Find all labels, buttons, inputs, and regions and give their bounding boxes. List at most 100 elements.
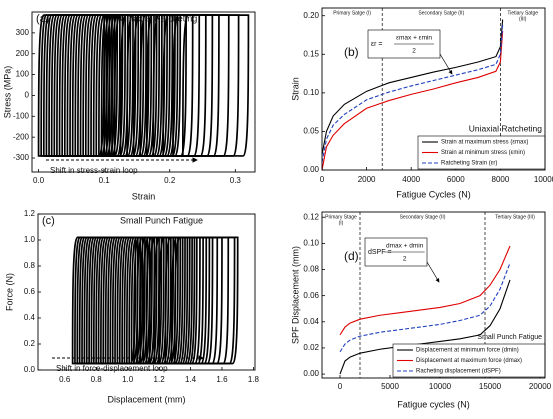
y-tick-label: 0.8 bbox=[24, 261, 36, 270]
legend-label: Racheting displacement (dSPF) bbox=[416, 369, 501, 375]
plot-frame bbox=[31, 11, 256, 173]
note: Small Punch Fatigue bbox=[477, 334, 542, 341]
panel-label: (b) bbox=[344, 45, 359, 59]
note: Uniaxial Ratcheting bbox=[469, 123, 543, 133]
x-tick-label: 0.8 bbox=[91, 375, 103, 384]
formula-lhs: εr = bbox=[371, 41, 382, 48]
stage-label: Tietiary Satge bbox=[507, 10, 538, 16]
annotation: Shift in stress-strain loop bbox=[50, 166, 138, 175]
y-tick-label: 0.06 bbox=[303, 291, 319, 300]
x-axis-title: Fatigue cycles (N) bbox=[397, 399, 470, 409]
legend-box bbox=[417, 135, 546, 170]
plot-frame bbox=[321, 211, 546, 379]
loops bbox=[71, 236, 239, 365]
x-tick-label: 1.6 bbox=[216, 375, 228, 384]
legend-label: Ratcheting Strain (εr) bbox=[441, 161, 497, 167]
x-tick-label: 0.6 bbox=[59, 375, 71, 384]
formula-denominator: 2 bbox=[412, 48, 416, 55]
formula-pointer bbox=[426, 261, 440, 283]
formula-numerator: dmax + dmin bbox=[386, 243, 424, 250]
x-tick-label: 15000 bbox=[479, 382, 502, 391]
stage-label: Primary Satge (I) bbox=[333, 10, 371, 16]
x-tick-label: 1.2 bbox=[154, 375, 166, 384]
x-tick-label: 5000 bbox=[381, 382, 399, 391]
series-line bbox=[321, 19, 504, 155]
stage-label: (I) bbox=[339, 220, 344, 226]
y-tick-label: 0.6 bbox=[24, 287, 36, 296]
x-axis-title: Fatigue Cycles (N) bbox=[396, 189, 471, 199]
y-tick-label: 200 bbox=[16, 49, 30, 58]
loops bbox=[37, 14, 250, 157]
hysteresis-loop bbox=[182, 14, 250, 157]
legend-label: Strain at minimum stress (εmin) bbox=[441, 150, 525, 156]
x-tick-label: 0 bbox=[338, 382, 343, 391]
y-tick-label: 1.0 bbox=[24, 235, 36, 244]
y-tick-label: 0.00 bbox=[303, 165, 319, 174]
plot-frame bbox=[37, 213, 256, 371]
x-tick-label: 1.0 bbox=[122, 375, 134, 384]
legend-label: Displacement at minimum force (dmin) bbox=[416, 348, 519, 354]
x-tick-label: 10000 bbox=[534, 175, 553, 184]
y-tick-label: 0.10 bbox=[303, 238, 319, 247]
x-tick-label: 0.1 bbox=[99, 176, 111, 185]
y-tick-label: 0.15 bbox=[303, 49, 319, 58]
x-axis-title: Displacement (mm) bbox=[107, 394, 185, 404]
panel-title: Uniaxial Ratcheting bbox=[120, 13, 198, 23]
y-axis-title: SPF Displacement (mm) bbox=[290, 246, 300, 344]
panel-label: (c) bbox=[42, 215, 55, 227]
y-tick-label: 0.20 bbox=[303, 11, 319, 20]
formula-lhs: dSPF = bbox=[368, 249, 392, 256]
stage-label: Primary Stage bbox=[325, 214, 357, 220]
x-tick-label: 0 bbox=[320, 175, 325, 184]
y-tick-label: 0.2 bbox=[24, 339, 36, 348]
stage-label: Tertiary Stage (III) bbox=[495, 214, 535, 220]
y-axis-title: Force (N) bbox=[4, 273, 14, 311]
x-tick-label: 1.4 bbox=[185, 375, 197, 384]
y-tick-label: 0.02 bbox=[303, 343, 319, 352]
stage-label: Secondary Satge (II) bbox=[418, 10, 464, 16]
stage-label: (III) bbox=[519, 16, 527, 22]
y-tick-label: -200 bbox=[13, 132, 30, 141]
x-tick-label: 20000 bbox=[529, 382, 552, 391]
y-axis-title: Strain bbox=[290, 77, 300, 101]
legend-label: Strain at maximum stress (εmax) bbox=[441, 140, 528, 146]
y-tick-label: 0.05 bbox=[303, 127, 319, 136]
plot-frame bbox=[321, 7, 546, 171]
y-tick-label: -300 bbox=[13, 153, 30, 162]
x-tick-label: 8000 bbox=[492, 175, 510, 184]
y-tick-label: 0.12 bbox=[303, 212, 319, 221]
y-tick-label: 0.10 bbox=[303, 88, 319, 97]
x-tick-label: 10000 bbox=[429, 382, 452, 391]
y-tick-label: 0.0 bbox=[24, 365, 36, 374]
y-tick-label: 100 bbox=[16, 70, 30, 79]
y-tick-label: 0.00 bbox=[303, 369, 319, 378]
series-line bbox=[321, 31, 504, 171]
hysteresis-loop bbox=[173, 236, 239, 365]
formula-pointer bbox=[439, 53, 453, 75]
x-tick-label: 0.2 bbox=[164, 176, 176, 185]
x-tick-label: 4000 bbox=[402, 175, 420, 184]
x-tick-label: 0.3 bbox=[230, 176, 242, 185]
y-axis-title: Stress (MPa) bbox=[2, 66, 12, 119]
x-tick-label: 0.0 bbox=[33, 176, 45, 185]
x-tick-label: 6000 bbox=[447, 175, 465, 184]
panel-title: Small Punch Fatigue bbox=[120, 215, 203, 225]
stage-label: Secondary Stage (II) bbox=[400, 214, 446, 220]
y-tick-label: 0.4 bbox=[24, 313, 36, 322]
panel-label: (a) bbox=[36, 13, 49, 25]
series-line bbox=[321, 24, 504, 163]
formula-denominator: 2 bbox=[403, 256, 407, 263]
formula-numerator: εmax + εmin bbox=[396, 35, 432, 42]
series-line bbox=[339, 262, 511, 353]
legend-label: Displacement at maximum force (dmax) bbox=[416, 358, 522, 364]
x-tick-label: 2000 bbox=[358, 175, 376, 184]
series-line bbox=[339, 245, 511, 336]
y-tick-label: 0.04 bbox=[303, 317, 319, 326]
legend-box bbox=[392, 343, 546, 378]
x-tick-label: 1.8 bbox=[248, 375, 260, 384]
y-tick-label: -100 bbox=[13, 111, 30, 120]
y-tick-label: 0.08 bbox=[303, 265, 319, 274]
y-tick-label: 0 bbox=[25, 91, 30, 100]
